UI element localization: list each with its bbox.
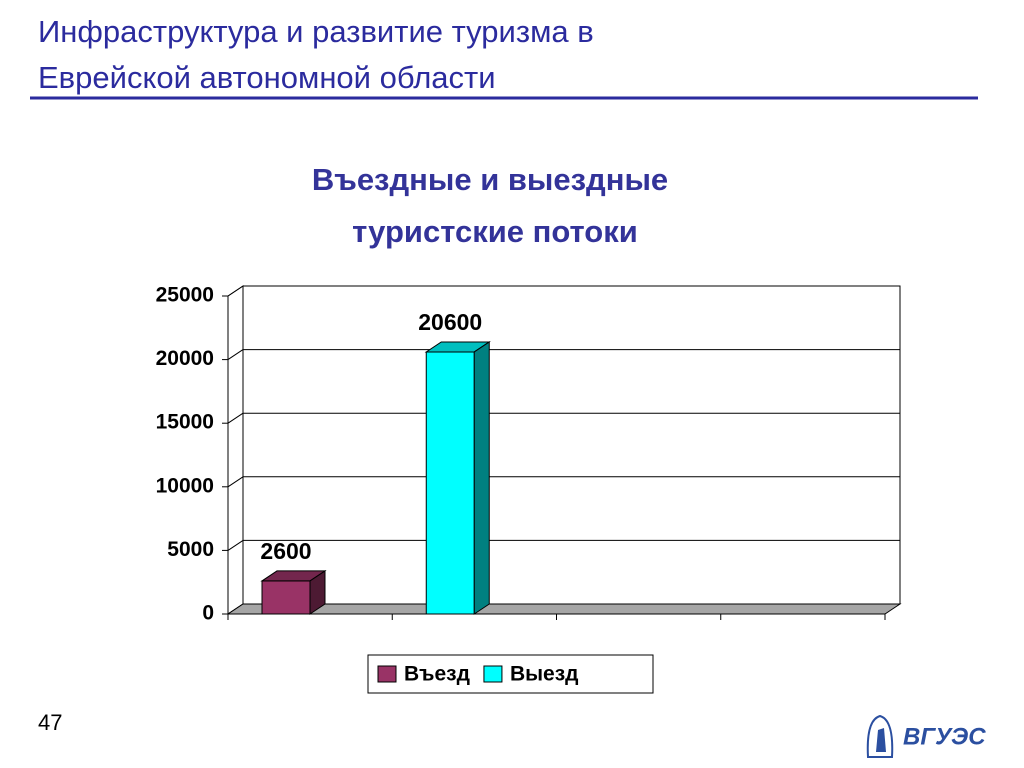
floor [226, 603, 902, 615]
legend-label: Выезд [510, 663, 579, 686]
legend-swatch [483, 665, 503, 683]
legend-label: Въезд [404, 663, 470, 686]
legend: Въезд Выезд [367, 654, 654, 694]
page-number: 47 [38, 710, 62, 735]
value-label: 2600 [260, 538, 311, 564]
bar-front [425, 351, 475, 615]
bar [260, 569, 327, 615]
grid-line [227, 476, 244, 488]
value-label: 20600 [418, 309, 482, 335]
bar-front [261, 580, 311, 615]
slide-title: Еврейской автономной области [38, 60, 496, 95]
y-tick-label: 0 [202, 602, 214, 625]
bar-side [473, 341, 490, 615]
grid-line [227, 539, 244, 551]
legend-swatch [377, 665, 397, 683]
plot-side-wall [227, 285, 244, 615]
bar-side [309, 569, 326, 615]
chart-title: туристские потоки [352, 214, 638, 249]
legend-box [367, 654, 654, 694]
plot-back-wall [242, 285, 901, 605]
y-tick-label: 10000 [156, 474, 214, 497]
grid-line [227, 412, 244, 424]
grid-line [227, 285, 244, 297]
y-tick-label: 20000 [156, 347, 214, 370]
logo-figure [876, 728, 886, 752]
y-tick-label: 25000 [156, 284, 214, 307]
y-tick-label: 15000 [156, 411, 214, 434]
bar [424, 341, 491, 615]
grid-line [227, 349, 244, 361]
logo: ВГУЭС [866, 714, 986, 758]
slide-title: Инфраструктура и развитие туризма в [38, 14, 594, 49]
chart-title: Въездные и выездные [312, 162, 668, 197]
logo-text: ВГУЭС [903, 723, 986, 750]
y-tick-label: 5000 [167, 538, 214, 561]
